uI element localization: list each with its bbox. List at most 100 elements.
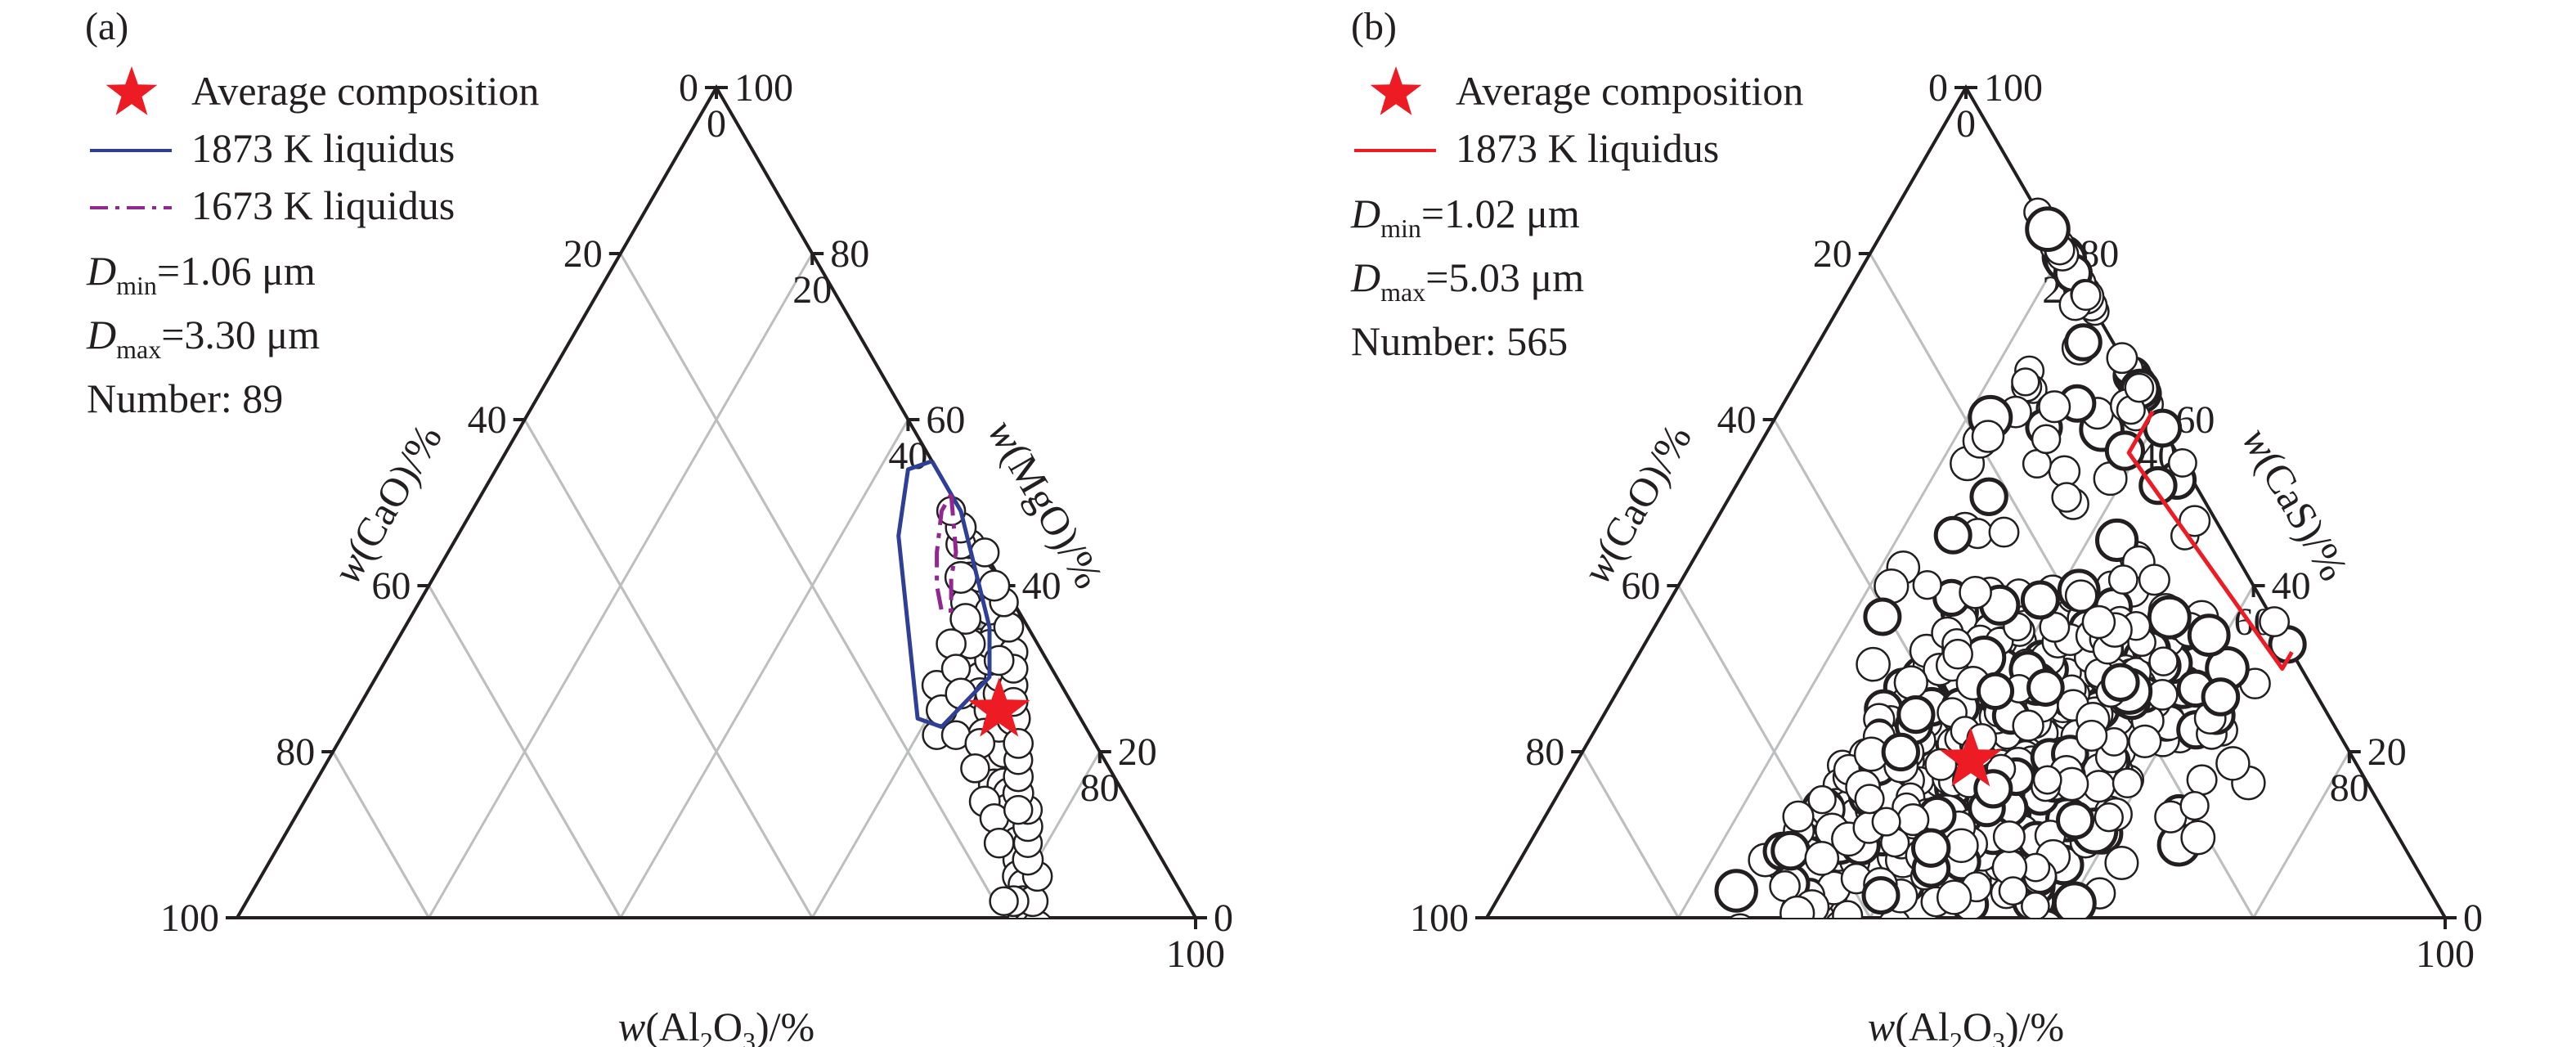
liquidus-curve — [896, 459, 992, 730]
inclusion-point — [1764, 917, 1769, 919]
inclusion-point — [2186, 764, 2218, 796]
stat-text: Dmax=3.30 μm — [86, 312, 320, 364]
axis-label-text: O — [1963, 1004, 1992, 1047]
legend-label: Average composition — [1456, 68, 1803, 114]
inclusion-point — [1971, 420, 2005, 453]
inclusion-point — [1969, 477, 2008, 516]
liquidus-curve — [2126, 410, 2294, 671]
axis-label-sub: 3 — [743, 1027, 756, 1047]
axis-label-italic: w — [1868, 1004, 1895, 1047]
legend-label: 1673 K liquidus — [191, 182, 455, 228]
inclusion-point — [1959, 575, 1992, 609]
right-tick-label: 0 — [2463, 896, 2483, 940]
gridline — [428, 585, 622, 919]
inclusion-point — [2051, 482, 2082, 513]
right-tick-label: 60 — [2175, 398, 2215, 442]
inclusion-point — [2128, 724, 2162, 759]
right-tick-label: 40 — [2272, 564, 2311, 608]
left-tick-label: 20 — [563, 232, 603, 276]
gridline — [619, 253, 1005, 919]
axis-label-text: )/% — [2005, 1004, 2064, 1047]
inclusion-point — [2076, 719, 2108, 752]
inclusion-point — [960, 753, 990, 784]
inclusion-point — [1790, 922, 1822, 954]
inclusion-point — [1018, 1020, 1047, 1047]
inclusion-point — [2179, 790, 2210, 821]
bottom-axis-label: w(Al2O3)/% — [1868, 1004, 2064, 1047]
inclusion-point — [983, 827, 1015, 859]
inclusion-point — [1881, 732, 1921, 772]
inclusion-point — [2025, 206, 2071, 253]
inclusion-point — [2071, 280, 2102, 312]
stat-symbol: D — [86, 248, 116, 294]
inclusion-point — [1804, 841, 1840, 876]
inclusion-point — [2259, 606, 2291, 638]
bottom-tick-label: 0 — [707, 102, 726, 146]
inclusion-point — [1998, 876, 2028, 906]
inclusion-point — [2026, 668, 2065, 708]
right-tick-label: 20 — [1118, 730, 1157, 774]
inclusion-point — [1014, 995, 1042, 1023]
inclusion-point — [2094, 802, 2124, 833]
stat-symbol: D — [1350, 254, 1380, 300]
inclusion-point — [1924, 748, 1958, 781]
inclusion-point — [2112, 767, 2143, 798]
inclusion-point — [2038, 390, 2071, 424]
inclusion-point — [2124, 372, 2155, 403]
right-tick-label: 0 — [1214, 896, 1233, 940]
right-tick-label: 40 — [1022, 564, 1061, 608]
inclusion-point — [1832, 900, 1864, 919]
inclusion-points — [921, 496, 1053, 1047]
stat-text: Number: 89 — [87, 375, 283, 421]
inclusion-point — [2021, 891, 2050, 919]
legend-label: 1873 K liquidus — [191, 125, 455, 171]
inclusion-point — [2052, 881, 2097, 919]
inclusion-point — [2048, 455, 2081, 488]
axis-label-text: )/% — [756, 1004, 815, 1047]
inclusion-point — [1004, 961, 1033, 990]
axis-label-sub: 3 — [1992, 1027, 2005, 1047]
inclusion-point — [1752, 923, 1788, 959]
right-tick-label: 20 — [2367, 730, 2407, 774]
legend: Average composition 1873 K liquidus — [1354, 66, 1803, 171]
grid — [331, 253, 1102, 919]
stat-value: Number: 89 — [87, 375, 283, 421]
right-tick-label: 60 — [926, 398, 965, 442]
inclusion-point — [2081, 604, 2116, 640]
axis-label-text: (CaO)/% — [1586, 416, 1700, 567]
inclusion-point — [1807, 784, 1837, 815]
stat-symbol: D — [86, 312, 116, 357]
inclusion-point — [2138, 564, 2170, 596]
average-composition-star — [1939, 727, 2002, 787]
inclusion-point — [1912, 570, 1942, 600]
inclusion-point — [1856, 646, 1891, 682]
inclusion-point — [2031, 424, 2062, 455]
inclusion-point — [1024, 978, 1052, 1006]
inclusion-point — [2101, 663, 2140, 702]
average-composition-star — [967, 677, 1030, 737]
inclusion-point — [949, 603, 982, 636]
panel-label: (a) — [85, 5, 128, 48]
stat-subscript: min — [1380, 213, 1421, 243]
axis-label-text: O — [713, 1004, 743, 1047]
stat-value: =1.06 μm — [157, 248, 316, 294]
axis-label-text: (Al — [645, 1004, 700, 1047]
right-axis-label: w(CaS)/% — [2233, 420, 2357, 588]
inclusion-point — [1770, 830, 1811, 871]
inclusion-point — [1854, 784, 1885, 815]
inclusion-point — [2106, 342, 2138, 375]
stat-text: Dmax=5.03 μm — [1350, 254, 1584, 307]
inclusion-point — [1893, 665, 1928, 700]
bottom-tick-label: 80 — [2330, 766, 2369, 810]
gridline — [523, 419, 814, 919]
bottom-tick-label: 100 — [2416, 932, 2475, 976]
legend: Average composition 1873 K liquidus 1673 K… — [90, 66, 539, 228]
stat-value: =1.02 μm — [1421, 191, 1580, 236]
stat-value: =5.03 μm — [1425, 254, 1584, 300]
panel-label: (b) — [1351, 5, 1397, 48]
right-tick-label: 100 — [734, 66, 793, 110]
bottom-tick-label: 20 — [792, 268, 832, 312]
inclusion-point — [2064, 579, 2098, 613]
inclusion-point — [2180, 820, 2216, 856]
